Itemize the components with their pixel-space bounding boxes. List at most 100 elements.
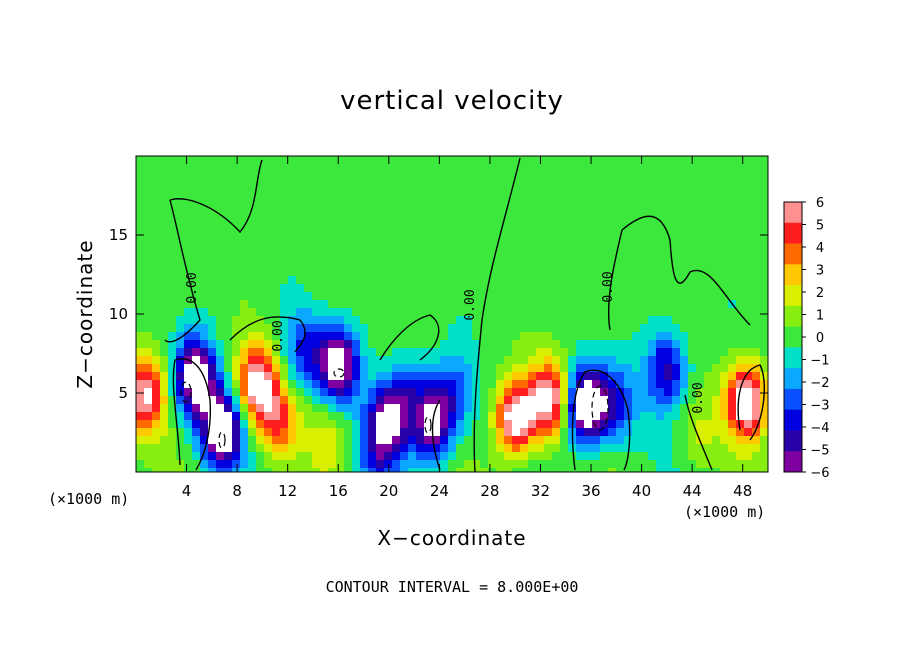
heat-cell — [320, 468, 329, 472]
heat-cell — [560, 324, 569, 333]
heat-cell — [408, 324, 417, 333]
heat-cell — [640, 276, 649, 285]
heat-cell — [688, 308, 697, 317]
heat-cell — [592, 356, 601, 365]
zero-contour-1 — [169, 159, 263, 234]
heat-cell — [352, 452, 361, 461]
heat-cell — [368, 340, 377, 349]
heat-cell — [304, 188, 313, 197]
heat-cell — [544, 308, 553, 317]
heat-cell — [736, 436, 745, 445]
heat-cell — [256, 340, 265, 349]
heat-cell — [440, 228, 449, 237]
heat-cell — [720, 348, 729, 357]
colorbar-swatch — [784, 388, 802, 411]
heat-cell — [488, 268, 497, 277]
heat-cell — [160, 388, 169, 397]
heat-cell — [664, 220, 673, 229]
heat-cell — [376, 212, 385, 221]
heat-cell — [592, 316, 601, 325]
heat-cell — [288, 452, 297, 461]
heat-cell — [504, 308, 513, 317]
heat-cell — [192, 436, 201, 445]
heat-cell — [672, 396, 681, 405]
heat-cell — [760, 284, 768, 293]
heat-cell — [520, 252, 529, 261]
heat-cell — [496, 292, 505, 301]
heat-cell — [224, 348, 233, 357]
heat-cell — [624, 380, 633, 389]
heat-cell — [560, 164, 569, 173]
heat-cell — [672, 212, 681, 221]
heat-cell — [432, 204, 441, 213]
heat-cell — [232, 340, 241, 349]
heat-cell — [616, 308, 625, 317]
heat-cell — [568, 276, 577, 285]
heat-cell — [728, 452, 737, 461]
heat-cell — [344, 332, 353, 341]
heat-cell — [336, 300, 345, 309]
heat-cell — [600, 372, 609, 381]
heat-cell — [528, 236, 537, 245]
heat-cell — [688, 268, 697, 277]
heat-cell — [384, 220, 393, 229]
heat-cell — [152, 300, 161, 309]
heat-cell — [208, 460, 217, 469]
heat-cell — [408, 468, 417, 472]
heat-cell — [584, 340, 593, 349]
heat-cell — [392, 452, 401, 461]
heat-cell — [496, 308, 505, 317]
heat-cell — [160, 300, 169, 309]
heat-cell — [728, 236, 737, 245]
heat-cell — [192, 332, 201, 341]
heat-cell — [744, 348, 753, 357]
heat-cell — [608, 436, 617, 445]
heat-cell — [400, 372, 409, 381]
heat-cell — [320, 276, 329, 285]
heat-cell — [176, 420, 185, 429]
heat-cell — [552, 348, 561, 357]
heat-cell — [608, 244, 617, 253]
heat-cell — [304, 164, 313, 173]
heat-cell — [208, 284, 217, 293]
heat-cell — [328, 316, 337, 325]
heat-cell — [632, 188, 641, 197]
heat-cell — [712, 276, 721, 285]
heat-cell — [392, 324, 401, 333]
heat-cell — [712, 428, 721, 437]
heat-cell — [600, 252, 609, 261]
heat-cell — [144, 228, 153, 237]
heat-cell — [336, 212, 345, 221]
heat-cell — [464, 428, 473, 437]
heat-cell — [464, 220, 473, 229]
heat-cell — [608, 372, 617, 381]
heat-cell — [392, 284, 401, 293]
zero-contour-6 — [607, 215, 751, 331]
heat-cell — [176, 260, 185, 269]
heat-cell — [520, 156, 529, 165]
heat-cell — [752, 452, 761, 461]
heat-cell — [144, 444, 153, 453]
heat-cell — [304, 172, 313, 181]
heat-cell — [264, 404, 273, 413]
heat-cell — [280, 444, 289, 453]
heat-cell — [520, 332, 529, 341]
heat-cell — [544, 452, 553, 461]
heat-cell — [208, 340, 217, 349]
heat-cell — [208, 252, 217, 261]
heat-cell — [528, 316, 537, 325]
heat-cell — [392, 220, 401, 229]
heat-cell — [520, 276, 529, 285]
heat-cell — [360, 420, 369, 429]
heat-cell — [408, 172, 417, 181]
heat-cell — [576, 404, 585, 413]
heat-cell — [312, 244, 321, 253]
heat-cell — [744, 332, 753, 341]
heat-cell — [704, 276, 713, 285]
heat-cell — [496, 316, 505, 325]
heat-cell — [192, 444, 201, 453]
heat-cell — [544, 460, 553, 469]
heat-cell — [352, 428, 361, 437]
heat-cell — [752, 284, 761, 293]
heat-cell — [728, 172, 737, 181]
